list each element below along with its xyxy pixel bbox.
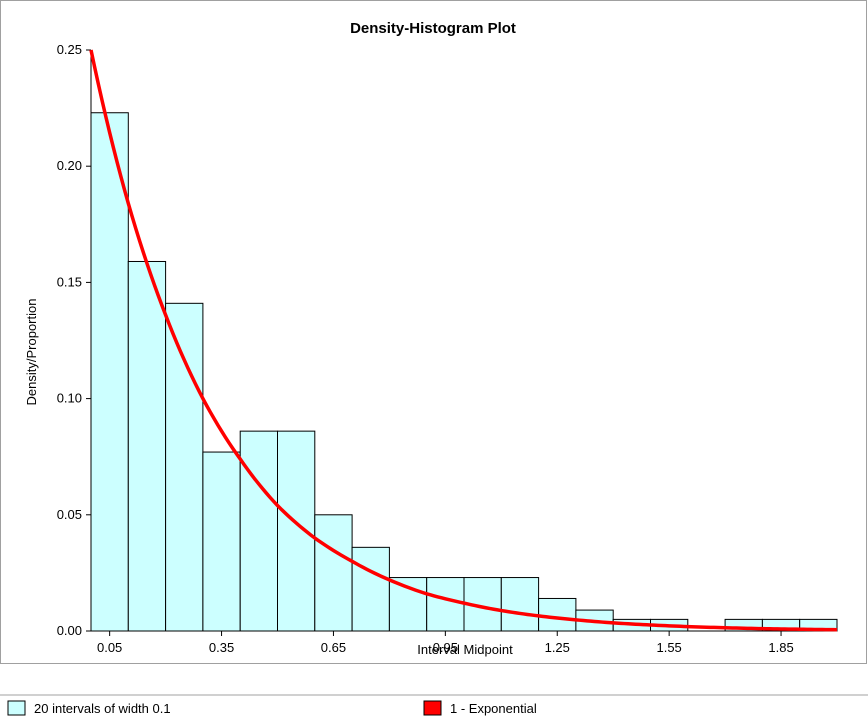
y-tick-label: 0.25 bbox=[57, 42, 82, 57]
histogram-bar bbox=[538, 597, 577, 632]
x-tick-label: 0.35 bbox=[209, 640, 234, 655]
x-tick-label: 0.95 bbox=[433, 640, 458, 655]
y-tick-label: 0.15 bbox=[57, 274, 82, 289]
histogram-bar bbox=[90, 112, 129, 632]
histogram-bar bbox=[127, 260, 167, 632]
x-tick-label: 0.05 bbox=[97, 640, 122, 655]
plot-area: 0.00 0.05 0.10 0.15 0.20 0.25 0.05 0.35 0.65 0.95… bbox=[57, 42, 838, 655]
histogram-bar bbox=[202, 451, 241, 632]
histogram-bar bbox=[314, 514, 353, 632]
histogram-bar bbox=[351, 546, 390, 632]
legend-swatch-histogram bbox=[7, 700, 26, 716]
x-tick-label: 0.65 bbox=[321, 640, 346, 655]
histogram-bar bbox=[165, 302, 204, 632]
histogram-bar bbox=[277, 430, 316, 632]
exponential-curve bbox=[89, 49, 838, 632]
legend-swatch-exponential bbox=[423, 700, 442, 716]
y-tick-label: 0.20 bbox=[57, 158, 82, 173]
x-tick-label: 1.85 bbox=[768, 640, 793, 655]
histogram-bar bbox=[426, 577, 465, 632]
y-tick-label: 0.10 bbox=[57, 391, 82, 406]
y-tick-label: 0.05 bbox=[57, 507, 82, 522]
legend-label-histogram: 20 intervals of width 0.1 bbox=[34, 701, 171, 716]
chart-title: Density-Histogram Plot bbox=[350, 20, 516, 37]
x-tick-label: 1.25 bbox=[545, 640, 570, 655]
legend: 20 intervals of width 0.1 1 - Exponentia… bbox=[0, 694, 868, 716]
histogram-bar bbox=[500, 577, 540, 632]
histogram-bar bbox=[239, 430, 278, 632]
x-tick-label: 1.55 bbox=[656, 640, 681, 655]
x-axis-label: Interval Midpoint bbox=[417, 642, 513, 657]
legend-label-exponential: 1 - Exponential bbox=[450, 701, 537, 716]
y-tick-label: 0.00 bbox=[57, 623, 82, 638]
y-axis-label: Density/Proportion bbox=[24, 299, 39, 406]
